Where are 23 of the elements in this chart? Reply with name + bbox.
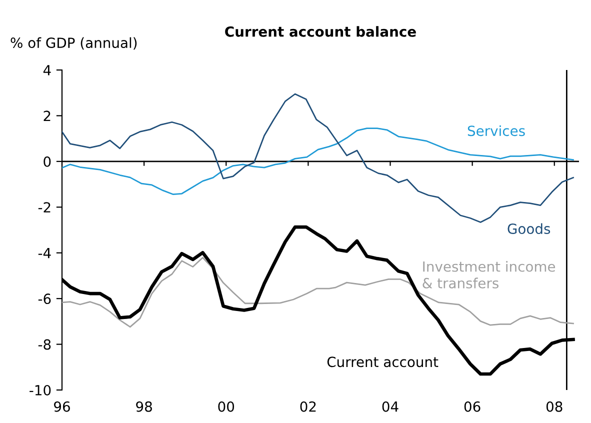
line-series (62, 93, 574, 223)
series-label: Current account (327, 356, 438, 368)
series-label: Goods (508, 223, 550, 234)
y-tick-label: -2 (38, 202, 50, 212)
line-series (62, 256, 574, 328)
x-tick-label: 96 (54, 401, 70, 412)
y-tick-label: -8 (38, 339, 51, 350)
y-tick-label: -10 (30, 384, 51, 396)
chart-title: Current account balance (225, 26, 416, 37)
y-tick-label: 0 (44, 156, 51, 167)
y-axis-title: % of GDP (annual) (10, 37, 137, 50)
series-label: Investment income & transfers (422, 261, 556, 288)
y-tick-label: -6 (38, 294, 51, 304)
series-label: Services (468, 125, 525, 136)
y-tick-label: 4 (43, 65, 51, 76)
x-tick-label: 02 (300, 401, 316, 412)
y-tick-label: 2 (44, 110, 50, 121)
x-tick-label: 08 (546, 401, 562, 412)
x-tick-label: 00 (218, 401, 234, 412)
x-tick-label: 98 (136, 401, 152, 412)
y-tick-label: -4 (38, 248, 51, 258)
x-tick-label: 06 (464, 401, 480, 412)
x-tick-label: 04 (382, 401, 398, 412)
